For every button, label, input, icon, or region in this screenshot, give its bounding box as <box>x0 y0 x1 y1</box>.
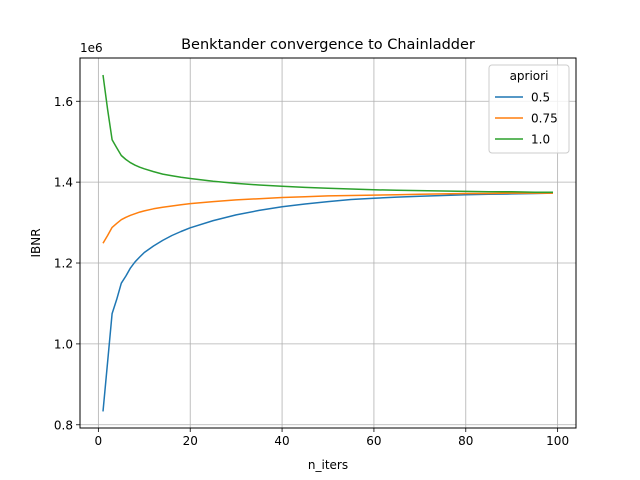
y-tick-label: 1.2 <box>54 257 73 271</box>
legend-label: 1.0 <box>531 133 550 147</box>
x-tick-label: 0 <box>95 434 103 448</box>
y-tick-label: 0.8 <box>54 418 73 432</box>
legend-box <box>488 64 570 154</box>
legend-title: apriori <box>510 69 549 83</box>
y-tick-label: 1.6 <box>54 95 73 109</box>
plot-frame <box>79 57 577 429</box>
series-line-0-75 <box>102 192 553 244</box>
axis-ticks: 0 20 40 60 80 100 0.8 1.0 1.2 1.4 1.6 <box>54 95 569 448</box>
y-tick-label: 1.4 <box>54 176 73 190</box>
x-tick-label: 40 <box>274 434 289 448</box>
legend: apriori 0.5 0.75 1.0 <box>488 64 570 154</box>
series-line-1-0 <box>102 74 553 194</box>
y-axis-offset-label: 1e6 <box>80 41 103 55</box>
x-tick-label: 60 <box>366 434 381 448</box>
x-tick-label: 20 <box>183 434 198 448</box>
chart-title: Benktander convergence to Chainladder <box>181 37 475 53</box>
x-axis-label: n_iters <box>308 458 348 472</box>
y-tick-label: 1.0 <box>54 337 73 351</box>
legend-label: 0.5 <box>531 91 550 105</box>
series-line-0-5 <box>102 192 554 412</box>
legend-label: 0.75 <box>531 112 558 126</box>
legend-entries: 0.5 0.75 1.0 <box>495 91 558 147</box>
series-lines <box>102 74 554 412</box>
y-axis-label: IBNR <box>29 228 43 257</box>
x-tick-label: 100 <box>546 434 569 448</box>
x-tick-label: 80 <box>458 434 473 448</box>
